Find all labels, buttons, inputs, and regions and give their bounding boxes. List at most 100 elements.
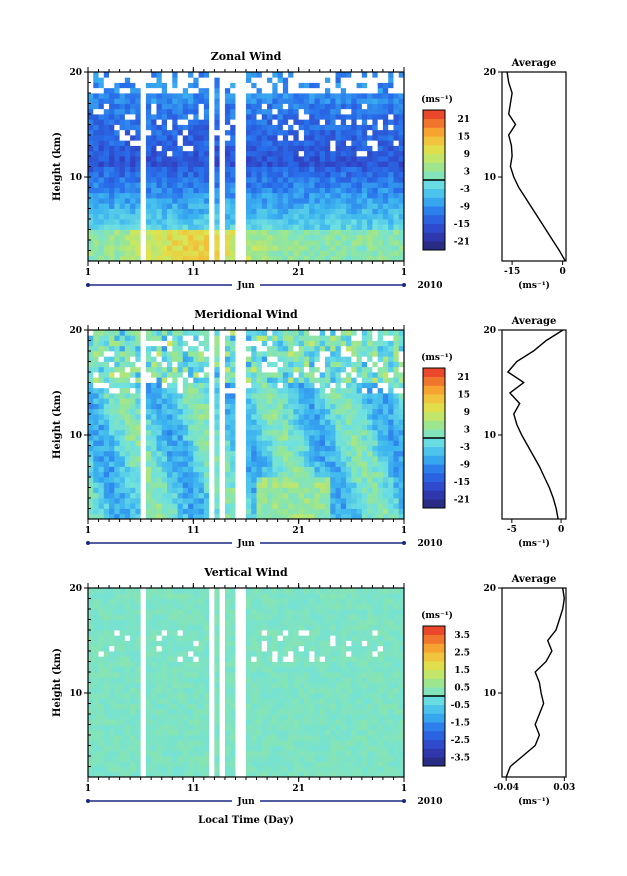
heatmap-cell	[261, 393, 268, 399]
heatmap-cell	[203, 198, 210, 204]
heatmap-cell	[161, 351, 168, 357]
heatmap-cell	[256, 398, 263, 404]
heatmap-cell	[119, 82, 126, 89]
heatmap-cell	[330, 440, 336, 446]
heatmap-cell	[140, 119, 147, 125]
heatmap-cell	[382, 229, 389, 236]
heatmap-cell	[356, 377, 363, 383]
heatmap-cell	[182, 203, 189, 209]
heatmap-cell	[188, 245, 194, 251]
heatmap-cell	[377, 82, 384, 89]
heatmap-cell	[398, 466, 405, 473]
heatmap-cell	[124, 177, 131, 183]
heatmap-cell	[98, 492, 105, 499]
heatmap-cell	[145, 429, 152, 436]
heatmap-cell	[172, 161, 178, 167]
heatmap-cell	[298, 98, 305, 104]
heatmap-cell	[293, 203, 300, 209]
heatmap-cell	[214, 198, 221, 204]
heatmap-cell	[130, 588, 136, 594]
heatmap-cell	[382, 450, 389, 457]
heatmap-cell	[151, 177, 157, 183]
x-tick-label: 1	[85, 526, 91, 536]
heatmap-cell	[161, 345, 168, 352]
heatmap-cell	[251, 356, 257, 362]
heatmap-cell	[145, 93, 152, 99]
heatmap-cell	[340, 245, 347, 251]
heatmap-cell	[367, 219, 373, 225]
heatmap-cell	[314, 424, 321, 431]
heatmap-cell	[282, 156, 289, 162]
heatmap-cell	[224, 450, 231, 457]
heatmap-cell	[314, 119, 321, 125]
heatmap-cell	[282, 403, 289, 410]
heatmap-cell	[88, 351, 94, 357]
heatmap-cell	[209, 471, 215, 478]
heatmap-cell	[124, 171, 131, 178]
heatmap-cell	[230, 234, 236, 241]
heatmap-cell	[140, 145, 147, 152]
heatmap-cell	[151, 145, 157, 152]
heatmap-cell	[98, 677, 105, 683]
heatmap-cell	[288, 340, 294, 347]
heatmap-cell	[140, 693, 147, 699]
heatmap-cell	[103, 361, 110, 368]
heatmap-cell	[145, 445, 152, 452]
heatmap-cell	[251, 419, 257, 425]
heatmap-cell	[188, 345, 194, 352]
heatmap-cell	[288, 229, 294, 236]
colorbar-segment	[423, 206, 445, 216]
heatmap-cell	[272, 240, 278, 246]
heatmap-cell	[130, 166, 136, 173]
heatmap-cell	[209, 403, 215, 410]
heatmap-cell	[235, 119, 242, 125]
heatmap-cell	[330, 356, 336, 362]
heatmap-cell	[261, 82, 268, 89]
heatmap-cell	[256, 356, 263, 362]
heatmap-cell	[277, 387, 284, 394]
heatmap-cell	[198, 87, 205, 94]
heatmap-cell	[172, 77, 178, 83]
heatmap-cell	[251, 387, 257, 394]
heatmap-cell	[346, 87, 352, 94]
heatmap-cell	[119, 245, 126, 251]
heatmap-cell	[119, 593, 126, 599]
heatmap-cell	[351, 498, 357, 504]
heatmap-cell	[325, 240, 331, 246]
heatmap-cell	[209, 150, 215, 157]
heatmap-cell	[177, 182, 184, 188]
heatmap-cell	[351, 387, 357, 394]
heatmap-cell	[140, 82, 147, 89]
heatmap-cell	[330, 72, 336, 78]
heatmap-cell	[109, 245, 115, 251]
heatmap-cell	[119, 156, 126, 162]
heatmap-cell	[203, 508, 210, 515]
heatmap-cell	[198, 203, 205, 209]
heatmap-cell	[124, 245, 131, 251]
heatmap-cell	[124, 645, 131, 652]
heatmap-cell	[214, 477, 221, 483]
heatmap-cell	[203, 356, 210, 362]
heatmap-cell	[119, 619, 126, 626]
heatmap-cell	[124, 124, 131, 131]
heatmap-cell	[130, 477, 136, 483]
heatmap-cell	[309, 72, 315, 78]
heatmap-cell	[177, 192, 184, 199]
heatmap-cell	[103, 482, 110, 488]
heatmap-cell	[388, 356, 394, 362]
heatmap-cell	[351, 356, 357, 362]
heatmap-cell	[398, 393, 405, 399]
heatmap-cell	[219, 393, 226, 399]
heatmap-cell	[209, 140, 215, 146]
heatmap-cell	[377, 435, 384, 441]
heatmap-cell	[161, 187, 168, 194]
heatmap-cell	[240, 513, 247, 520]
heatmap-cell	[193, 161, 199, 167]
heatmap-cell	[140, 619, 147, 626]
heatmap-cell	[98, 682, 105, 689]
heatmap-cell	[303, 487, 310, 494]
heatmap-cell	[261, 513, 268, 520]
heatmap-cell	[303, 477, 310, 483]
heatmap-cell	[198, 224, 205, 230]
heatmap-cell	[282, 140, 289, 146]
